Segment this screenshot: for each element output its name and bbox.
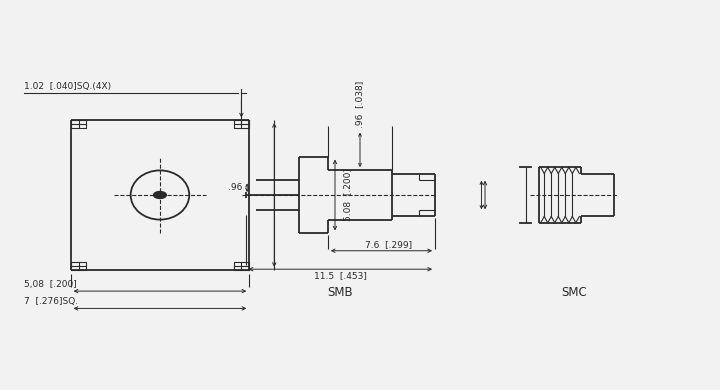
Text: .96: .96 xyxy=(228,183,242,192)
Text: SMC: SMC xyxy=(562,287,588,300)
Text: 1.02  [.040]SQ.(4X): 1.02 [.040]SQ.(4X) xyxy=(24,82,112,91)
Text: SMB: SMB xyxy=(328,287,354,300)
Text: 5,08  [.200]: 5,08 [.200] xyxy=(24,280,77,289)
Text: 5.08  [.200]: 5.08 [.200] xyxy=(343,168,353,222)
Text: 11.5  [.453]: 11.5 [.453] xyxy=(314,271,366,280)
Text: 7.6  [.299]: 7.6 [.299] xyxy=(365,240,412,249)
Text: .96  [.038]: .96 [.038] xyxy=(356,80,364,128)
Circle shape xyxy=(153,191,166,199)
Text: 7  [.276]SQ.: 7 [.276]SQ. xyxy=(24,298,78,307)
